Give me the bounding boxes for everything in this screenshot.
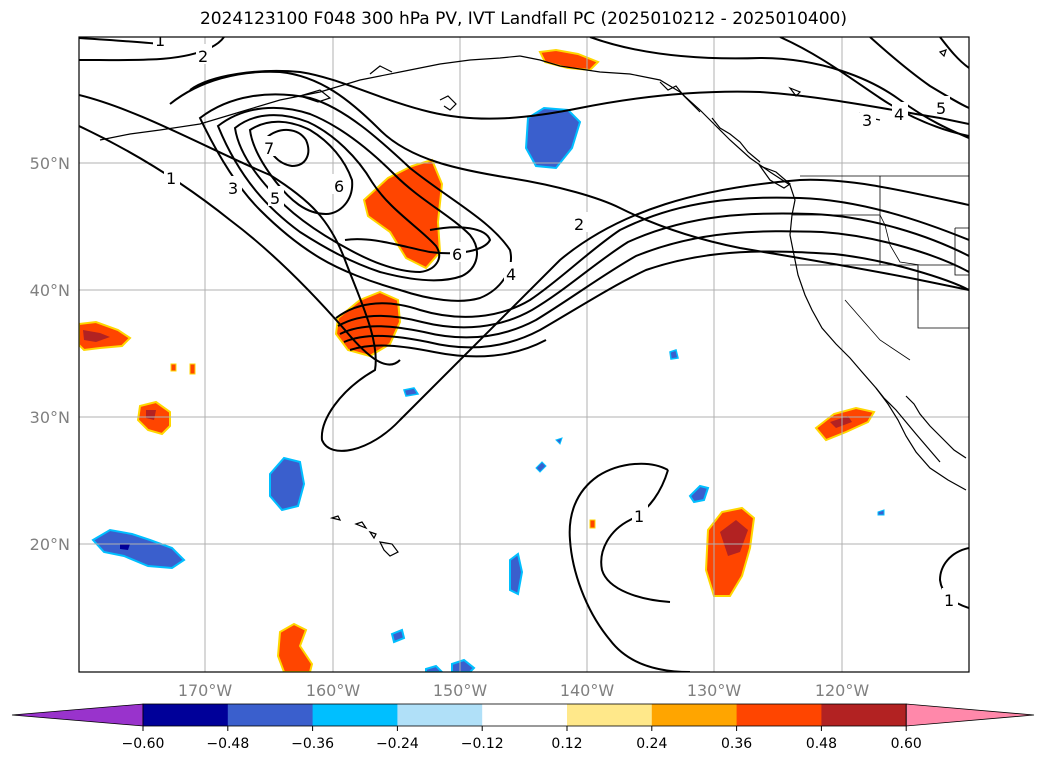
anomaly-blob [91,528,186,570]
lon-label: 160°W [306,681,361,700]
plot-area [79,37,969,672]
anomaly-blob [509,552,524,596]
contour-label: 6 [334,177,344,196]
anomaly-core [120,544,130,550]
colorbar-tick-label: −0.12 [461,736,504,752]
lon-label: 170°W [178,681,233,700]
colorbar-tick-label: 0.36 [721,736,752,752]
pv-contour [349,339,547,358]
pv-contour [779,37,969,137]
anomaly-blob [425,664,444,672]
colorbar-segment [821,704,907,726]
coastlines [99,49,967,557]
lat-label: 50°N [30,154,70,173]
contour-label: 3 [228,179,238,198]
colorbar-extend-max [905,703,1035,727]
contour-label: 7 [264,139,274,158]
colorbar-tick-label: −0.36 [291,736,334,752]
pv-contour [264,129,310,168]
colorbar-segment [312,704,398,726]
colorbar-extend-min [11,703,144,727]
contour-label: 2 [198,47,208,66]
pv-contour [343,250,969,349]
pv-contour [337,212,969,329]
pv-contour [869,37,969,109]
anomaly-blob [688,484,710,504]
negative-anomaly-shading [91,106,885,672]
pv-contour [335,196,969,319]
lon-label: 140°W [560,681,615,700]
pv-contour [568,462,691,672]
colorbar-segment [482,704,568,726]
anomaly-core [83,330,110,342]
anomaly-blob [276,622,314,672]
colorbar-tick-label: 0.12 [551,736,582,752]
colorbar-segment [651,704,738,726]
lat-label: 30°N [30,408,70,427]
positive-anomaly-shading [79,48,876,672]
contour-label: 1 [166,169,176,188]
pv-contour [216,106,478,282]
lon-label: 150°W [433,681,488,700]
anomaly-blob [669,349,679,360]
colorbar-segment [736,704,822,726]
colorbar-tick-label: −0.60 [122,736,165,752]
contour-label: 1 [634,507,644,526]
anomaly-blob [535,461,547,473]
pv-contour [79,125,401,366]
anomaly-blob [189,363,196,375]
contour-label: 3 [862,111,872,130]
anomaly-blob [362,158,444,270]
pv-contour [198,93,512,302]
map-title: 2024123100 F048 300 hPa PV, IVT Landfall… [199,9,847,29]
lon-label: 130°W [687,681,742,700]
anomaly-blob [589,519,596,529]
pv-contour [339,230,969,339]
anomaly-blob [403,387,420,397]
colorbar-tick-label: 0.48 [806,736,837,752]
colorbar: −0.60 −0.48 −0.36 −0.24 −0.12 0.12 0.24 0.36 0.4… [11,703,1035,752]
pv-contour [939,37,969,69]
colorbar-segment [567,704,653,726]
contour-labels: 1 2 3 4 5 6 7 6 5 4 3 2 1 1 1 [155,31,955,610]
contour-label: 5 [270,189,280,208]
colorbar-tick-label: −0.48 [206,736,249,752]
plot-frame [78,36,970,673]
colorbar-segment [143,704,229,726]
longitude-labels: 170°W 160°W 150°W 140°W 130°W 120°W [178,681,870,700]
anomaly-blob [269,456,306,512]
anomaly-blob [170,363,177,372]
anomaly-core [720,520,748,556]
contour-label: 6 [452,245,462,264]
contour-label: 1 [944,591,954,610]
contour-label: 2 [574,215,584,234]
pv-contour [189,69,969,125]
lat-label: 20°N [30,535,70,554]
lat-label: 40°N [30,281,70,300]
anomaly-blob [877,509,885,516]
map-gridlines [79,37,969,672]
pv-contour [248,120,354,216]
contour-label: 5 [936,99,946,118]
anomaly-blob [390,628,406,644]
colorbar-tick-label: 0.60 [891,736,922,752]
contour-label: 4 [894,105,904,124]
anomaly-blob [451,658,476,672]
colorbar-tick-label: −0.24 [376,736,419,752]
contour-label: 1 [155,31,165,50]
pv-contour [589,37,969,139]
anomaly-blob [524,106,582,170]
pv-contour [79,94,969,452]
anomaly-blob [555,437,563,445]
latitude-labels: 50°N 40°N 30°N 20°N [30,154,70,554]
colorbar-frame [142,703,907,727]
colorbar-segment [227,704,314,726]
anomaly-core [830,416,852,428]
colorbar-tick-label: 0.24 [636,736,667,752]
lon-label: 120°W [815,681,870,700]
pv-contour [600,469,671,603]
contour-label: 4 [506,265,516,284]
colorbar-segment [397,704,483,726]
